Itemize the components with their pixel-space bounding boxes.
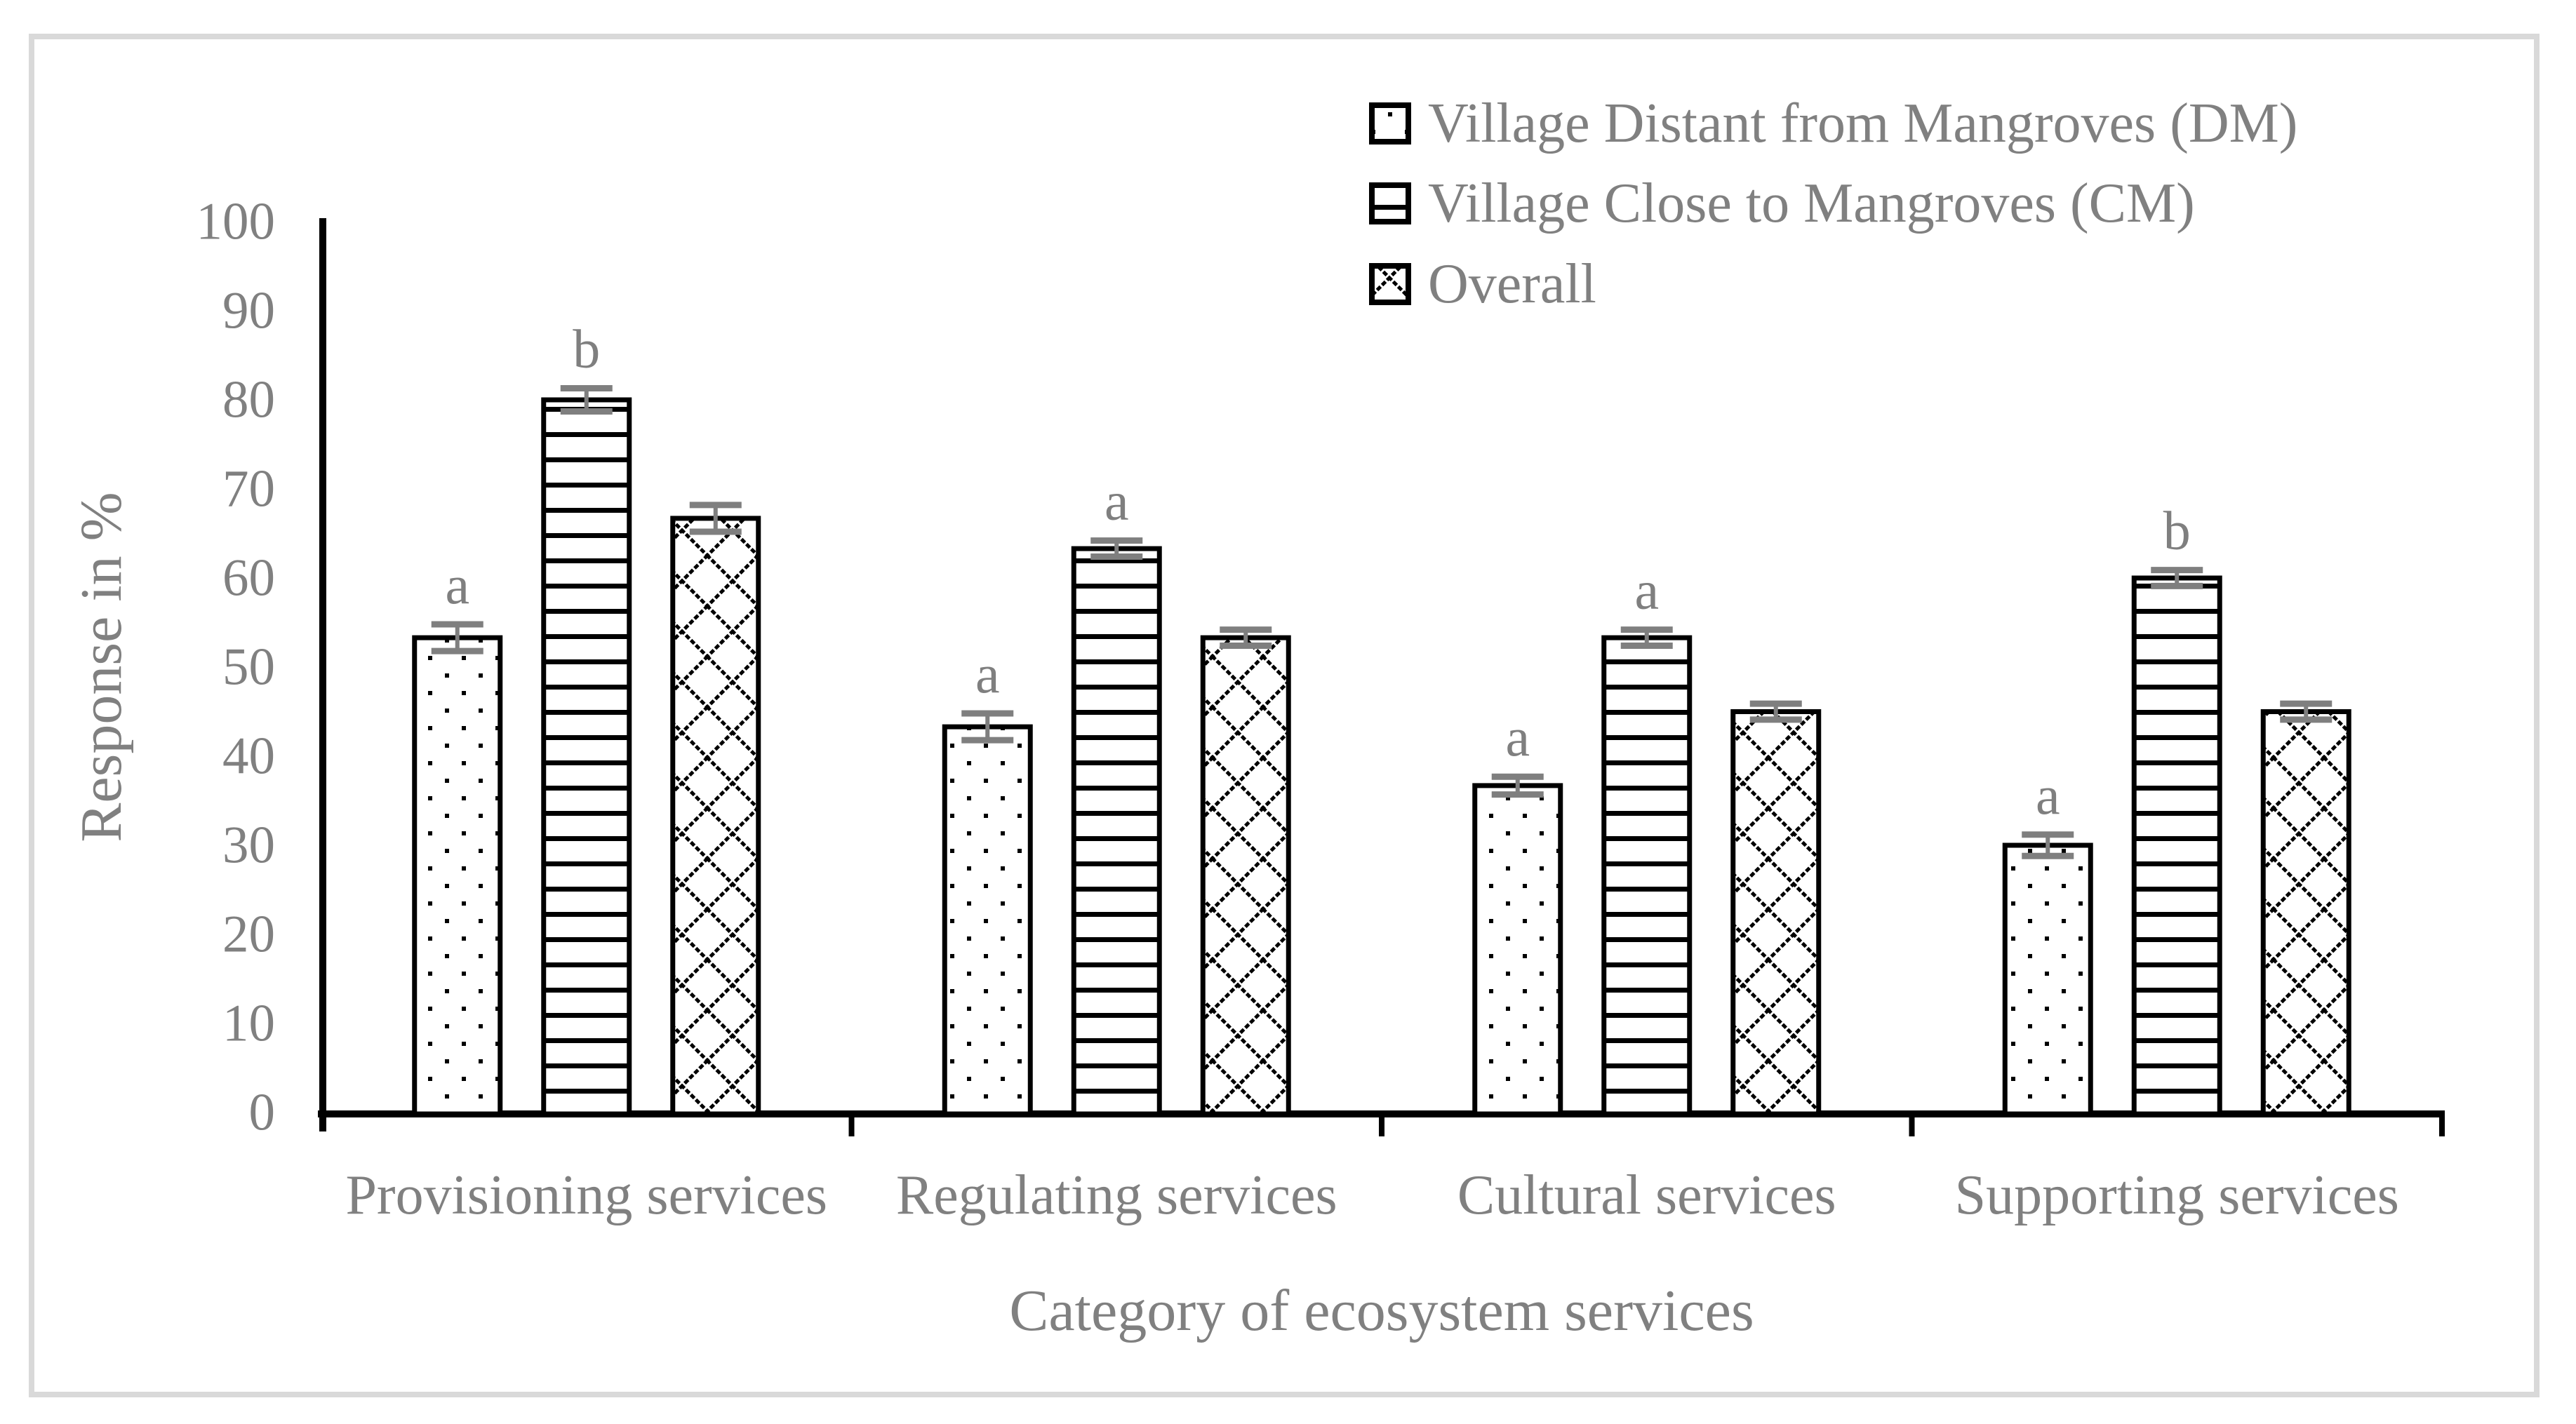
bar-cultural-services-overall (1730, 709, 1822, 1117)
legend-swatch-dm (1369, 102, 1411, 145)
y-axis-title: Response in % (69, 492, 134, 842)
sig-letter-supporting-services-cm: b (2163, 500, 2191, 561)
legend-label-cm: Village Close to Mangroves (CM) (1428, 173, 2195, 234)
sig-letter-cultural-services-cm: a (1634, 560, 1659, 621)
figure-border (29, 34, 2540, 1397)
x-category-label-supporting-services: Supporting services (1955, 1164, 2399, 1226)
bar-provisioning-services-overall (670, 516, 761, 1117)
y-tick-label-90: 90 (222, 282, 275, 340)
bar-supporting-services-cm (2131, 575, 2222, 1117)
legend-label-overall: Overall (1428, 253, 1596, 315)
y-tick-label-30: 30 (222, 817, 275, 875)
sig-letter-regulating-services-dm: a (975, 643, 1000, 704)
x-category-label-provisioning-services: Provisioning services (345, 1164, 827, 1226)
sig-letter-supporting-services-dm: a (2036, 765, 2060, 826)
y-tick-label-70: 70 (222, 460, 275, 518)
bar-cultural-services-cm (1601, 635, 1693, 1117)
y-tick-label-40: 40 (222, 727, 275, 786)
legend-swatch-cm (1369, 182, 1411, 224)
sig-letter-provisioning-services-dm: a (445, 554, 469, 615)
legend-swatch-overall (1369, 263, 1411, 305)
y-tick-label-60: 60 (222, 549, 275, 607)
bar-regulating-services-overall (1200, 635, 1291, 1117)
y-tick-label-10: 10 (222, 995, 275, 1053)
y-tick-label-0: 0 (249, 1084, 276, 1142)
bar-regulating-services-dm (942, 724, 1033, 1117)
legend-item-cm: Village Close to Mangroves (CM) (1369, 173, 2195, 234)
sig-letter-regulating-services-cm: a (1105, 471, 1129, 532)
bar-supporting-services-overall (2260, 709, 2351, 1117)
legend-label-dm: Village Distant from Mangroves (DM) (1428, 93, 2297, 154)
legend-item-overall: Overall (1369, 253, 1596, 315)
bar-supporting-services-dm (2002, 842, 2093, 1117)
bar-provisioning-services-cm (541, 397, 632, 1117)
x-category-label-regulating-services: Regulating services (896, 1164, 1337, 1226)
x-axis-title: Category of ecosystem services (1009, 1278, 1754, 1343)
y-tick-label-100: 100 (196, 193, 276, 251)
sig-letter-provisioning-services-cm: b (573, 318, 600, 379)
y-tick-label-50: 50 (222, 638, 275, 697)
x-category-label-cultural-services: Cultural services (1457, 1164, 1836, 1226)
legend-item-dm: Village Distant from Mangroves (DM) (1369, 93, 2297, 154)
sig-letter-cultural-services-dm: a (1505, 706, 1530, 767)
bar-regulating-services-cm (1071, 546, 1162, 1117)
bar-provisioning-services-dm (412, 635, 503, 1117)
bar-cultural-services-dm (1472, 783, 1563, 1117)
y-tick-label-80: 80 (222, 371, 275, 429)
y-tick-label-20: 20 (222, 906, 275, 964)
